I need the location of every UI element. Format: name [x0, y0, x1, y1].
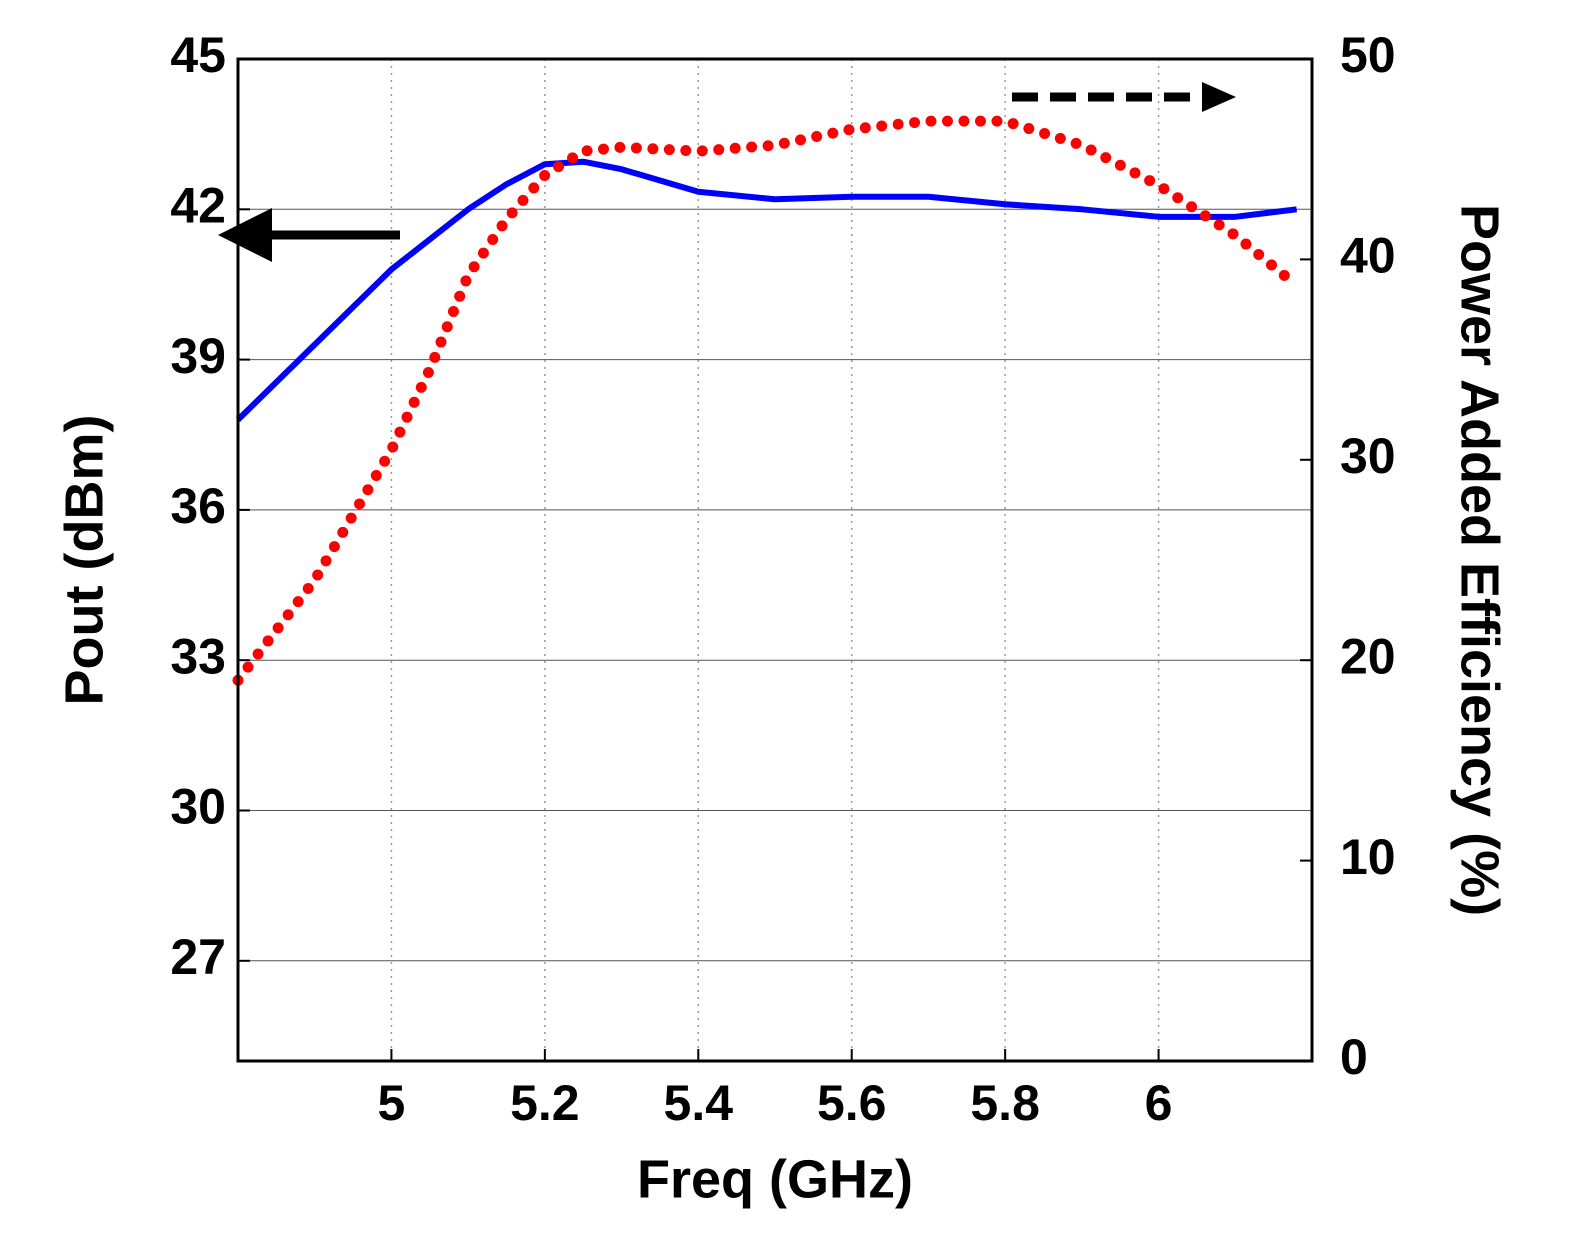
- x-tick-label: 5.8: [970, 1075, 1040, 1131]
- y2-tick-label: 40: [1340, 228, 1396, 284]
- x-axis-label: Freq (GHz): [637, 1149, 913, 1209]
- series-line: [235, 158, 1298, 422]
- x-tick-label: 5.6: [817, 1075, 887, 1131]
- y-tick-label: 27: [170, 929, 226, 985]
- y-tick-label: 30: [170, 779, 226, 835]
- y2-axis-label: Power Added Efficiency (%): [1450, 204, 1510, 916]
- y-tick-label: 39: [170, 328, 226, 384]
- y2-tick-label: 20: [1340, 628, 1396, 684]
- series-line: [232, 115, 1303, 686]
- y-tick-label: 36: [170, 478, 226, 534]
- y2-tick-label: 0: [1340, 1029, 1368, 1085]
- grid: [238, 58, 1312, 1061]
- plot-frame: [236, 57, 1314, 1063]
- x-tick-label: 5.4: [664, 1075, 734, 1131]
- y-axis-label: Pout (dBm): [54, 415, 114, 706]
- y-tick-label: 33: [170, 628, 226, 684]
- x-tick-label: 5: [378, 1075, 406, 1131]
- y-tick-label: 45: [170, 27, 226, 83]
- y2-tick-label: 30: [1340, 428, 1396, 484]
- x-tick-label: 5.2: [510, 1075, 580, 1131]
- x-tick-label: 6: [1145, 1075, 1173, 1131]
- y2-tick-label: 50: [1340, 27, 1396, 83]
- right-axis-arrowhead: [1202, 82, 1236, 112]
- plot: [232, 115, 1303, 686]
- y-tick-label: 42: [170, 178, 226, 234]
- y2-tick-label: 10: [1340, 829, 1396, 885]
